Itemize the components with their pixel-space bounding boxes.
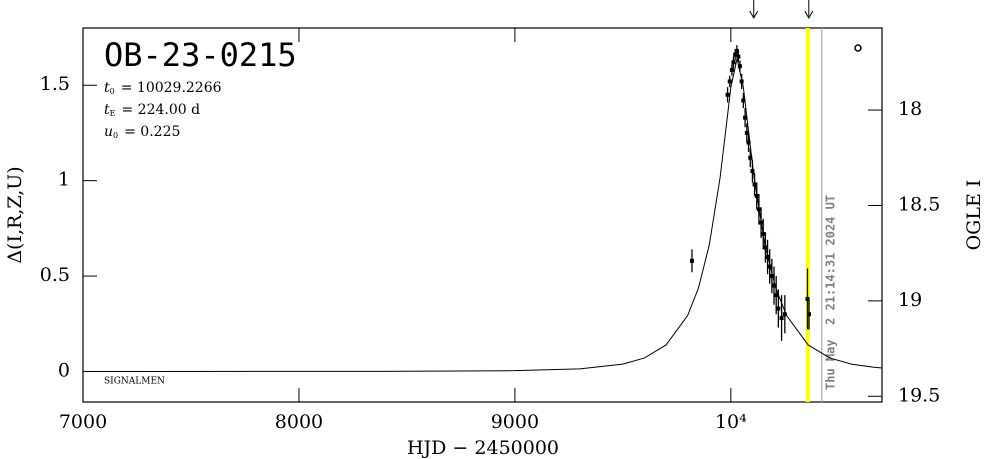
data-point bbox=[761, 232, 766, 237]
y-axis-label: Δ(I,R,Z,U) bbox=[4, 166, 26, 263]
data-point bbox=[769, 274, 774, 279]
data-point bbox=[737, 64, 742, 69]
data-point bbox=[772, 283, 777, 288]
data-point bbox=[741, 98, 746, 103]
data-point bbox=[746, 140, 751, 145]
parameter: tE = 224.00 d bbox=[104, 102, 200, 118]
x-tick-label: 10⁴ bbox=[715, 411, 747, 433]
data-point bbox=[807, 312, 812, 317]
data-point bbox=[725, 92, 730, 97]
y2-tick-label: 19 bbox=[898, 289, 922, 311]
parameter-value: = 10029.2266 bbox=[121, 80, 222, 96]
data-point bbox=[779, 316, 784, 321]
arrow bbox=[749, 0, 759, 20]
x-tick-label: 9000 bbox=[491, 411, 539, 433]
symbol bbox=[854, 44, 862, 52]
data-point bbox=[743, 115, 748, 120]
y-tick-label: 0.5 bbox=[40, 264, 70, 286]
parameter-subscript: E bbox=[110, 109, 116, 118]
data-point bbox=[752, 182, 757, 187]
parameter: u0 = 0.225 bbox=[104, 124, 180, 140]
parameter-subscript: 0 bbox=[113, 131, 118, 140]
arrow bbox=[804, 0, 814, 20]
plot-frame bbox=[82, 27, 883, 403]
parameter-value: = 224.00 d bbox=[121, 102, 200, 118]
data-point bbox=[765, 254, 770, 259]
data-point bbox=[729, 67, 734, 72]
data-point bbox=[805, 296, 810, 301]
y2-tick-label: 18 bbox=[898, 98, 922, 120]
y2-tick-label: 18.5 bbox=[898, 193, 940, 215]
data-point bbox=[776, 306, 781, 311]
source-label: SIGNALMEN bbox=[104, 377, 165, 387]
chart-title: OB-23-0215 bbox=[104, 36, 297, 74]
parameter-subscript: 0 bbox=[110, 87, 115, 96]
parameter-symbol: u bbox=[104, 124, 113, 140]
y-tick-label: 1 bbox=[58, 169, 70, 191]
y2-axis-label: OGLE I bbox=[963, 180, 985, 251]
timestamp: Thu May 2 21:14:31 2024 UT bbox=[823, 195, 837, 390]
data-point bbox=[739, 79, 744, 84]
data-point bbox=[767, 264, 772, 269]
y-tick-label: 1.5 bbox=[40, 73, 70, 95]
x-tick-label: 8000 bbox=[275, 411, 323, 433]
data-point bbox=[774, 293, 779, 298]
data-point bbox=[754, 193, 759, 198]
y-tick-label: 0 bbox=[58, 359, 70, 381]
data-point bbox=[782, 312, 787, 317]
x-tick-label: 7000 bbox=[59, 411, 107, 433]
data-point bbox=[736, 54, 741, 59]
model-curve bbox=[82, 58, 883, 372]
data-point bbox=[756, 207, 761, 212]
parameter-symbol: t bbox=[104, 102, 110, 118]
data-point bbox=[734, 48, 739, 53]
data-point bbox=[731, 60, 736, 65]
data-point bbox=[750, 169, 755, 174]
data-point bbox=[727, 79, 732, 84]
data-point bbox=[763, 245, 768, 250]
data-point bbox=[733, 52, 738, 57]
data-point bbox=[744, 130, 749, 135]
parameter-symbol: t bbox=[104, 80, 110, 96]
y2-tick-label: 19.5 bbox=[898, 384, 940, 406]
data-point bbox=[759, 220, 764, 225]
parameter: t0 = 10029.2266 bbox=[104, 80, 222, 96]
x-axis-label: HJD − 2450000 bbox=[407, 437, 559, 459]
data-point bbox=[689, 258, 694, 263]
parameter-value: = 0.225 bbox=[124, 124, 180, 140]
data-point bbox=[748, 155, 753, 160]
